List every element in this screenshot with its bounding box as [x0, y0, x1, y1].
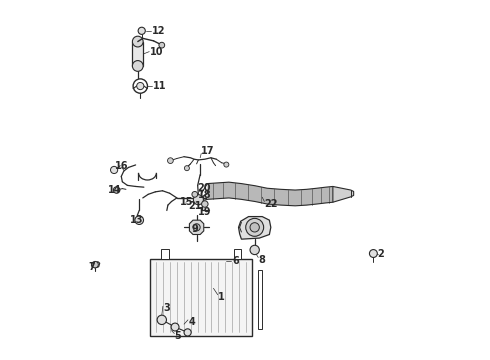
Circle shape [184, 329, 191, 336]
Polygon shape [207, 182, 333, 206]
Circle shape [157, 315, 167, 324]
Text: 6: 6 [232, 256, 239, 266]
Circle shape [201, 201, 208, 207]
Bar [161, 249, 169, 259]
Circle shape [138, 27, 146, 35]
Text: 14: 14 [108, 185, 122, 195]
Bar [234, 249, 241, 259]
Text: 15: 15 [180, 197, 193, 207]
Text: 22: 22 [265, 199, 278, 210]
Text: 9: 9 [192, 225, 198, 234]
Bar [132, 41, 143, 66]
Text: 12: 12 [152, 26, 165, 36]
Text: 10: 10 [150, 46, 164, 57]
Circle shape [132, 36, 143, 47]
Circle shape [168, 158, 173, 163]
Text: 1: 1 [218, 292, 225, 302]
Circle shape [171, 323, 179, 331]
Text: 21: 21 [188, 201, 202, 211]
Circle shape [135, 216, 144, 225]
Text: 7: 7 [88, 262, 95, 272]
Text: 3: 3 [163, 303, 170, 314]
Circle shape [113, 187, 120, 193]
Text: 19: 19 [197, 207, 211, 217]
Circle shape [132, 60, 143, 71]
Polygon shape [239, 217, 271, 239]
Circle shape [159, 42, 165, 48]
Circle shape [92, 261, 98, 268]
Text: 20: 20 [197, 183, 211, 193]
Text: 18: 18 [197, 190, 211, 200]
Text: 11: 11 [152, 81, 166, 91]
Circle shape [250, 245, 259, 255]
Bar [258, 270, 262, 329]
Circle shape [369, 249, 377, 257]
Circle shape [245, 219, 264, 236]
Bar [150, 259, 252, 336]
Text: 13: 13 [129, 215, 143, 225]
Text: 17: 17 [201, 146, 215, 156]
Circle shape [224, 162, 229, 167]
Text: 8: 8 [259, 255, 266, 265]
Circle shape [193, 224, 200, 231]
Text: 2: 2 [377, 248, 384, 258]
Circle shape [250, 223, 259, 232]
Circle shape [111, 166, 118, 174]
Polygon shape [92, 262, 100, 268]
Text: 5: 5 [174, 331, 181, 341]
Circle shape [137, 82, 144, 90]
Text: 4: 4 [189, 317, 196, 327]
Polygon shape [333, 186, 354, 202]
Text: 16: 16 [115, 161, 129, 171]
Circle shape [184, 166, 190, 171]
Circle shape [194, 195, 203, 205]
Polygon shape [190, 220, 204, 234]
Circle shape [192, 192, 197, 197]
